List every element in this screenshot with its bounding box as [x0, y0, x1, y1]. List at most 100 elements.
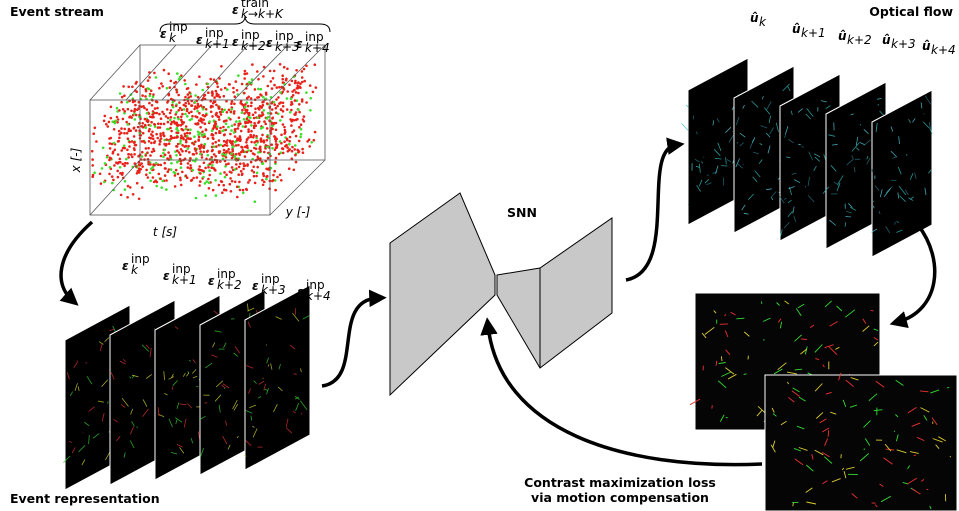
event-dot: [261, 134, 264, 137]
event-dot: [233, 155, 236, 158]
event-dot: [252, 114, 255, 117]
event-dot: [220, 65, 223, 68]
event-dot: [238, 120, 241, 123]
event-dot: [221, 191, 224, 194]
math-base: ε: [122, 259, 129, 273]
event-dot: [212, 134, 215, 137]
event-dot: [267, 168, 270, 171]
event-dot: [127, 156, 130, 159]
event-dot: [269, 70, 272, 73]
event-dot: [118, 109, 121, 112]
event-dot: [163, 69, 166, 72]
math-base: ε: [208, 274, 215, 288]
event-dot: [247, 105, 250, 108]
y-axis-label: y [-]: [285, 205, 311, 219]
event-dot: [187, 162, 190, 165]
event-dot: [217, 94, 220, 97]
event-dot: [253, 171, 256, 174]
event-dot: [132, 193, 135, 196]
event-dot: [295, 161, 298, 164]
event-dot: [259, 146, 262, 149]
event-dot: [257, 107, 260, 110]
event-dot: [91, 158, 94, 161]
event-dot: [158, 113, 161, 116]
event-dot: [185, 128, 188, 131]
event-dot: [182, 129, 185, 132]
event-dot: [144, 154, 147, 157]
event-dot: [263, 109, 266, 112]
event-dot: [175, 88, 178, 91]
event-dot: [92, 132, 95, 135]
event-dot: [205, 128, 208, 131]
event-dot: [271, 147, 274, 150]
event-dot: [271, 102, 274, 105]
event-dot: [297, 92, 300, 95]
event-dot: [112, 179, 115, 182]
event-dot: [107, 125, 110, 128]
event-dot: [279, 91, 282, 94]
event-dot: [173, 171, 176, 174]
event-dot: [245, 141, 248, 144]
event-dot: [126, 162, 129, 165]
event-dot: [229, 177, 232, 180]
event-dot: [226, 111, 229, 114]
event-dot: [180, 134, 183, 137]
event-dot: [137, 107, 140, 110]
event-dot: [275, 140, 278, 143]
math-sub: k+1: [172, 273, 197, 287]
event-dot: [261, 111, 264, 114]
event-dot: [121, 96, 124, 99]
event-dot: [279, 119, 282, 122]
event-dot: [223, 133, 226, 136]
event-dot: [198, 165, 201, 168]
event-dot: [262, 104, 265, 107]
event-dot: [170, 130, 173, 133]
event-dot: [127, 153, 130, 156]
event-dot: [184, 133, 187, 136]
event-dot: [164, 174, 167, 177]
event-dot: [141, 186, 144, 189]
event-dot: [179, 177, 182, 180]
event-dot: [133, 147, 136, 150]
event-dot: [160, 155, 163, 158]
event-dot: [213, 145, 216, 148]
event-dot: [119, 161, 122, 164]
event-dot: [169, 119, 172, 122]
event-dot: [239, 135, 242, 138]
event-dot: [234, 128, 237, 131]
event-dot: [301, 81, 304, 84]
math-sub: k: [169, 31, 177, 45]
event-dot: [200, 145, 203, 148]
event-dot: [148, 76, 151, 79]
event-dot: [218, 118, 221, 121]
event-dot: [225, 173, 228, 176]
event-dot: [195, 83, 198, 86]
event-dot: [156, 112, 159, 115]
event-dot: [253, 147, 256, 150]
event-dot: [278, 153, 281, 156]
event-dot: [282, 148, 285, 151]
event-dot: [306, 140, 309, 143]
event-dot: [243, 92, 246, 95]
event-dot: [123, 94, 126, 97]
event-dot: [153, 181, 156, 184]
event-dot: [185, 125, 188, 128]
event-dot: [296, 118, 299, 121]
event-dot: [238, 154, 241, 157]
event-dot: [256, 166, 259, 169]
event-frames: [63, 285, 310, 490]
warped-texture: [801, 339, 807, 340]
event-dot: [149, 172, 152, 175]
event-dot: [188, 102, 191, 105]
event-dot: [274, 138, 277, 141]
event-dot: [111, 175, 114, 178]
event-dot: [179, 76, 182, 79]
event-dot: [120, 127, 123, 130]
event-dot: [283, 126, 286, 129]
event-dot: [170, 80, 173, 83]
event-dot: [260, 115, 263, 118]
event-dot: [233, 123, 236, 126]
event-dot: [259, 150, 262, 153]
event-dot: [122, 147, 125, 150]
event-dot: [286, 146, 289, 149]
